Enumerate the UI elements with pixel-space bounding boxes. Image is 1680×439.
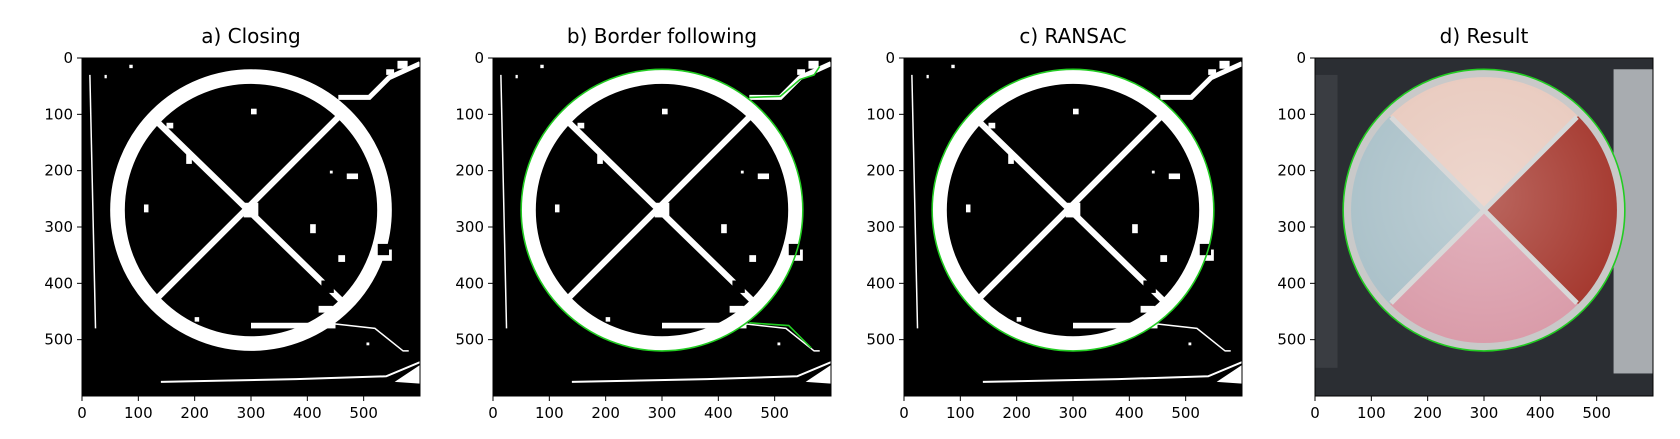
fitted-circle <box>931 68 1215 352</box>
fitted-circle <box>1342 68 1626 352</box>
x-tick-label: 400 <box>1526 404 1555 422</box>
x-tick-label: 500 <box>349 404 378 422</box>
y-tick-label: 0 <box>63 49 73 67</box>
y-tick-label: 400 <box>44 274 73 292</box>
result-photo <box>1315 58 1653 396</box>
panel-title: b) Border following <box>567 24 757 48</box>
y-tick-label: 500 <box>866 331 895 349</box>
x-tick-label: 400 <box>1115 404 1144 422</box>
y-tick-label: 300 <box>455 218 484 236</box>
y-tick-label: 200 <box>455 162 484 180</box>
y-tick-label: 400 <box>1277 274 1306 292</box>
x-tick-label: 400 <box>704 404 733 422</box>
y-tick-label: 200 <box>1277 162 1306 180</box>
x-tick-label: 100 <box>535 404 564 422</box>
x-tick-label: 500 <box>1171 404 1200 422</box>
x-tick-label: 400 <box>293 404 322 422</box>
y-tick-label: 400 <box>455 274 484 292</box>
binary-mask <box>904 58 1242 396</box>
y-tick-label: 300 <box>1277 218 1306 236</box>
panel-title: a) Closing <box>201 24 301 48</box>
y-tick-label: 300 <box>866 218 895 236</box>
x-tick-label: 300 <box>648 404 677 422</box>
contour-spur-bottom <box>749 321 812 349</box>
x-tick-label: 200 <box>591 404 620 422</box>
x-tick-label: 500 <box>760 404 789 422</box>
x-tick-label: 0 <box>1310 404 1320 422</box>
binary-mask <box>82 58 420 396</box>
binary-mask <box>493 58 831 396</box>
y-tick-label: 300 <box>44 218 73 236</box>
panel-1: a) Closing 0 100 200 300 400 500 0 100 200 300 400 5… <box>44 24 421 422</box>
fitted-circle <box>520 68 804 352</box>
x-tick-label: 300 <box>1470 404 1499 422</box>
x-tick-label: 0 <box>77 404 87 422</box>
panel-3: c) RANSAC 0 100 200 300 400 500 0 100 200 300 400 50… <box>866 24 1243 422</box>
y-tick-label: 100 <box>44 105 73 123</box>
x-tick-label: 300 <box>1059 404 1088 422</box>
panel-4: d) Result 0 100 200 300 400 500 0 100 200 300 400 50… <box>1277 24 1654 422</box>
x-tick-label: 100 <box>946 404 975 422</box>
x-tick-label: 500 <box>1582 404 1611 422</box>
x-tick-label: 0 <box>488 404 498 422</box>
panel-2: b) Border following 0 100 200 300 400 500 0 100 2… <box>455 24 832 422</box>
y-tick-label: 0 <box>474 49 484 67</box>
contour-spur-top <box>749 66 821 99</box>
y-tick-label: 100 <box>866 105 895 123</box>
x-tick-label: 100 <box>1357 404 1386 422</box>
y-tick-label: 200 <box>866 162 895 180</box>
y-tick-label: 200 <box>44 162 73 180</box>
x-tick-label: 200 <box>1002 404 1031 422</box>
y-tick-label: 100 <box>455 105 484 123</box>
panel-title: c) RANSAC <box>1019 24 1126 48</box>
x-tick-label: 200 <box>1413 404 1442 422</box>
y-tick-label: 400 <box>866 274 895 292</box>
y-tick-label: 0 <box>1296 49 1306 67</box>
x-tick-label: 200 <box>180 404 209 422</box>
y-tick-label: 100 <box>1277 105 1306 123</box>
x-tick-label: 300 <box>237 404 266 422</box>
panel-title: d) Result <box>1440 24 1529 48</box>
y-tick-label: 500 <box>1277 331 1306 349</box>
x-tick-label: 0 <box>899 404 909 422</box>
y-tick-label: 0 <box>885 49 895 67</box>
y-tick-label: 500 <box>455 331 484 349</box>
x-tick-label: 100 <box>124 404 153 422</box>
y-tick-label: 500 <box>44 331 73 349</box>
